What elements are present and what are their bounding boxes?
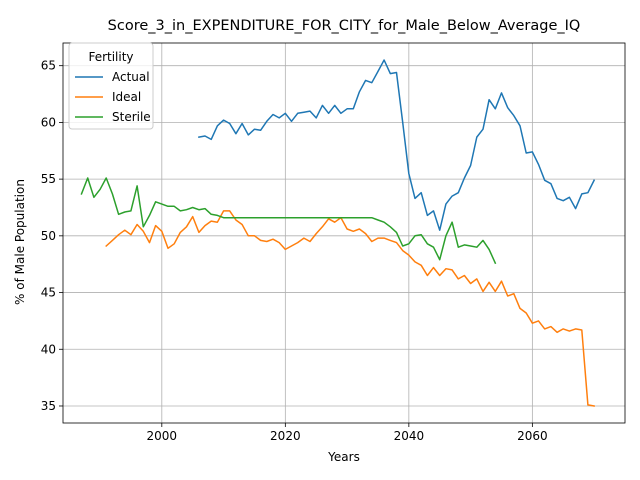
x-tick-label: 2000 — [147, 429, 178, 443]
legend-box — [68, 42, 154, 130]
x-axis-label: Years — [327, 450, 360, 464]
y-tick-label: 60 — [41, 115, 56, 129]
series-line-sterile — [80, 177, 497, 265]
chart-title: Score_3_in_EXPENDITURE_FOR_CITY_for_Male… — [108, 18, 581, 34]
axis-ticks: 2000 2020 2040 2060 35 40 45 50 55 60 65 — [41, 59, 548, 443]
series-lines — [80, 59, 596, 407]
plot-frame — [62, 42, 626, 424]
legend-label-sterile: Sterile — [112, 110, 151, 124]
y-tick-label: 40 — [41, 342, 56, 356]
y-axis-label: % of Male Population — [13, 179, 27, 305]
y-tick-label: 35 — [41, 399, 56, 413]
legend: Fertility Actual Ideal Sterile — [68, 42, 154, 130]
legend-title: Fertility — [88, 50, 133, 64]
legend-label-actual: Actual — [112, 70, 150, 84]
x-tick-label: 2060 — [517, 429, 548, 443]
y-tick-label: 55 — [41, 172, 56, 186]
x-tick-label: 2040 — [394, 429, 425, 443]
y-tick-label: 50 — [41, 229, 56, 243]
x-tick-label: 2020 — [270, 429, 301, 443]
y-tick-label: 45 — [41, 286, 56, 300]
series-line-ideal — [105, 210, 595, 407]
legend-label-ideal: Ideal — [112, 90, 141, 104]
series-line-actual — [198, 59, 596, 231]
grid — [63, 43, 625, 423]
y-tick-label: 65 — [41, 59, 56, 73]
